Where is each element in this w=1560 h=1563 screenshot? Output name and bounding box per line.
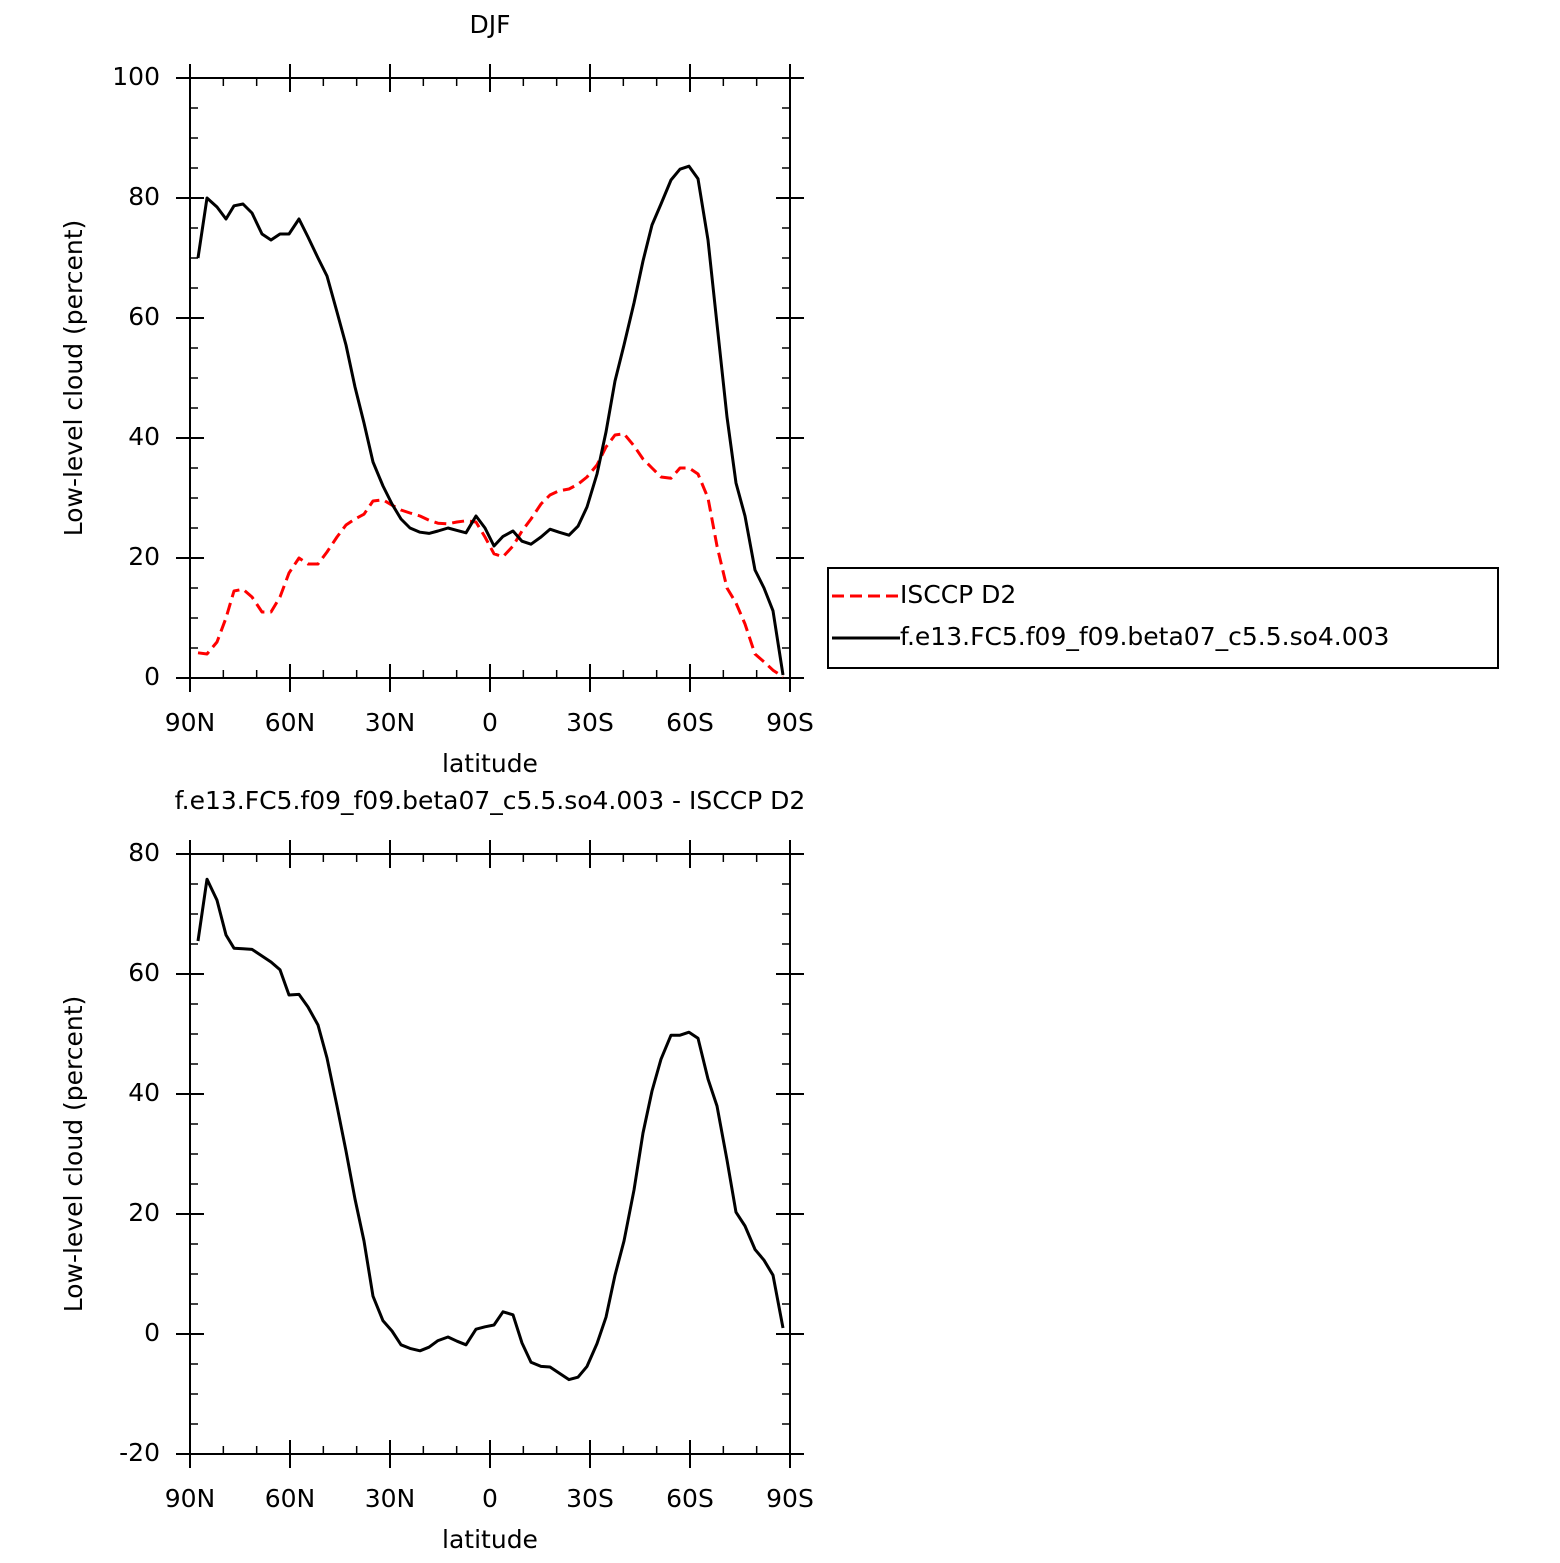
legend: ISCCP D2 f.e13.FC5.f09_f09.beta07_c5.5.so… (827, 567, 1499, 669)
x-tick-label: 90N (165, 1484, 216, 1513)
y-tick-label: 80 (128, 182, 160, 211)
data-line (196, 877, 785, 1382)
y-tick-label: 40 (128, 422, 160, 451)
y-axis-label: Low-level cloud (percent) (59, 220, 88, 537)
y-tick-label: 20 (128, 542, 160, 571)
plot-frame (189, 853, 791, 1455)
x-tick-label: 60N (265, 708, 316, 737)
x-tick-label: 30S (566, 708, 614, 737)
x-tick-label: 30N (365, 708, 416, 737)
x-tick-label: 0 (482, 708, 498, 737)
y-tick-label: 0 (144, 662, 160, 691)
chart-title: DJF (469, 10, 510, 39)
x-tick-label: 30S (566, 1484, 614, 1513)
panel: DJF latitude Low-level cloud (percent) 0 20 4… (59, 10, 1499, 778)
y-tick-label: 20 (128, 1198, 160, 1227)
y-tick-label: 0 (144, 1318, 160, 1347)
data-line (196, 164, 785, 676)
x-axis-label: latitude (442, 749, 538, 778)
x-tick-label: 60S (666, 1484, 714, 1513)
y-tick-label: 100 (112, 62, 160, 91)
x-tick-label: 60S (666, 708, 714, 737)
x-tick-label: 90S (766, 708, 814, 737)
chart-title: f.e13.FC5.f09_f09.beta07_c5.5.so4.003 - … (175, 786, 806, 815)
x-tick-label: 0 (482, 1484, 498, 1513)
y-axis-label: Low-level cloud (percent) (59, 996, 88, 1313)
y-tick-label: 60 (128, 302, 160, 331)
x-axis-label: latitude (442, 1525, 538, 1554)
y-tick-label: -20 (119, 1438, 160, 1467)
plot-frame (189, 77, 791, 679)
x-tick-label: 90N (165, 708, 216, 737)
legend-box (827, 567, 1499, 669)
x-tick-label: 90S (766, 1484, 814, 1513)
y-tick-label: 80 (128, 838, 160, 867)
y-tick-label: 40 (128, 1078, 160, 1107)
y-tick-label: 60 (128, 958, 160, 987)
data-line (197, 432, 784, 679)
x-tick-label: 30N (365, 1484, 416, 1513)
x-tick-label: 60N (265, 1484, 316, 1513)
legend-label: f.e13.FC5.f09_f09.beta07_c5.5.so4.003 (900, 622, 1389, 651)
panel: f.e13.FC5.f09_f09.beta07_c5.5.so4.003 - … (59, 786, 814, 1554)
legend-label: ISCCP D2 (900, 580, 1016, 609)
